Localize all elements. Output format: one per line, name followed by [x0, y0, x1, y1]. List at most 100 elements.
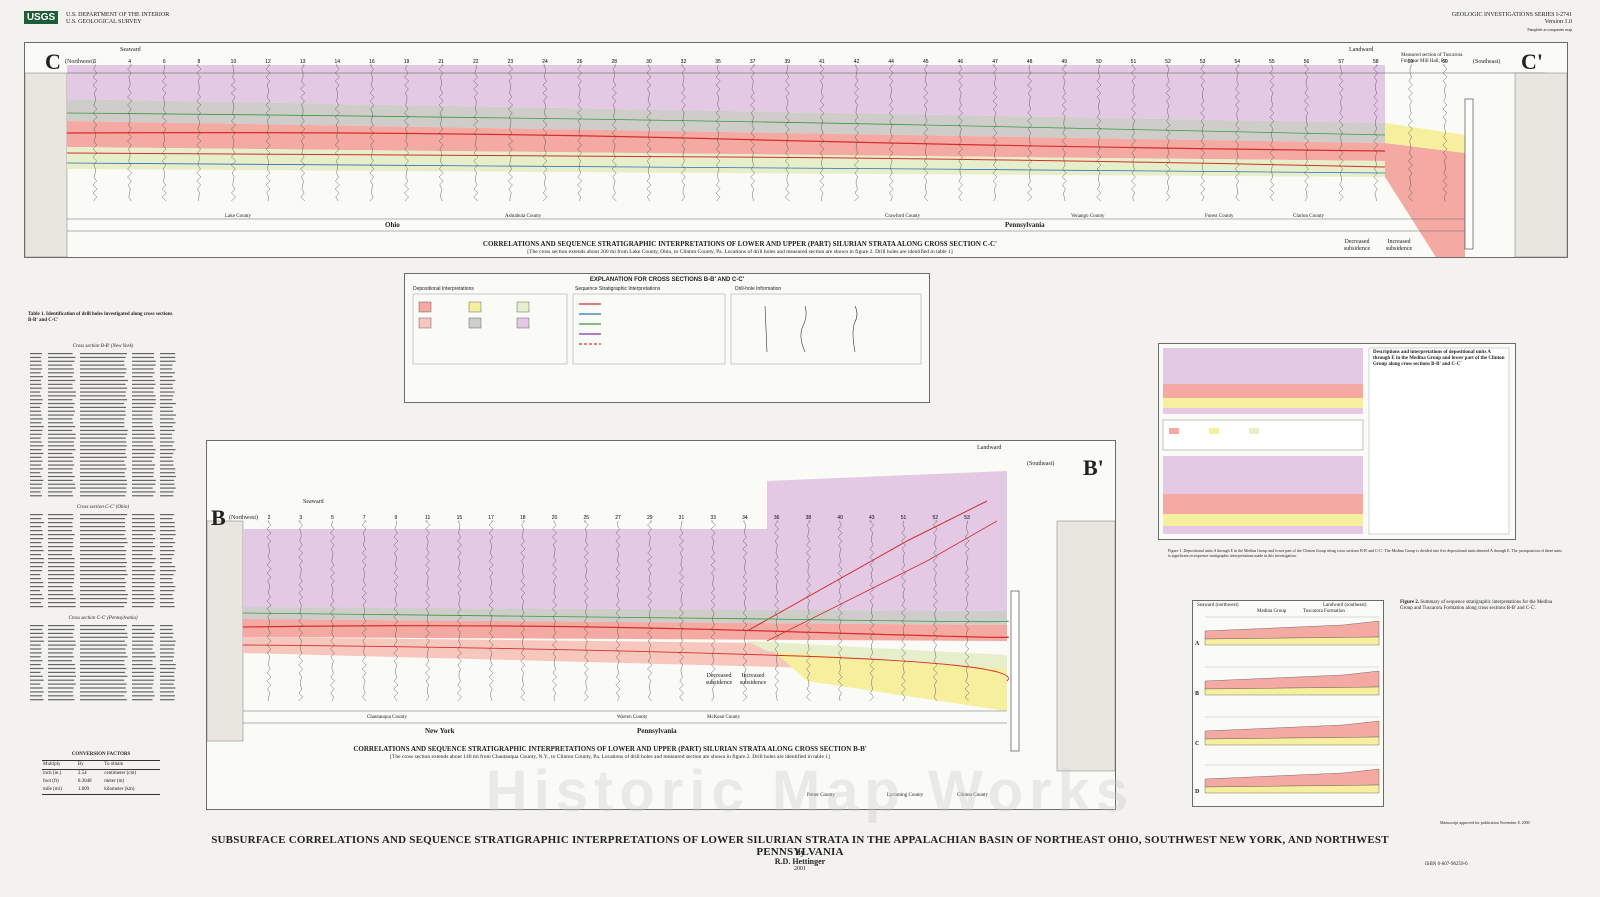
- county-mckean: McKean County: [707, 715, 740, 721]
- well-number: 58: [1373, 59, 1379, 65]
- figure-2-caption-text: Summary of sequence stratigraphic interp…: [1400, 600, 1552, 611]
- landward-label: Landward: [1349, 47, 1373, 54]
- agency-name: U.S. DEPARTMENT OF THE INTERIOR U.S. GEO…: [66, 12, 169, 26]
- well-number: 33: [710, 515, 716, 521]
- increased-subsidence-b: Increased subsidence: [737, 673, 769, 687]
- conversion-cell: inch (in.): [42, 770, 77, 779]
- well-number: 5: [331, 515, 334, 521]
- strat-column: [25, 73, 67, 257]
- series-line-2: Version 1.0: [1440, 19, 1572, 26]
- seaward-label-b: Seaward: [303, 499, 324, 506]
- section-c-label-right: C': [1521, 49, 1543, 75]
- well-number: 3: [299, 515, 302, 521]
- table-1-rows-ny: [28, 350, 178, 500]
- conversion-cell: kilometer (km): [103, 786, 160, 795]
- caption-b-title: CORRELATIONS AND SEQUENCE STRATIGRAPHIC …: [240, 745, 980, 753]
- state-pennsylvania: Pennsylvania: [1005, 221, 1045, 229]
- agency-line-2: U.S. GEOLOGICAL SURVEY: [66, 19, 169, 26]
- well-number: 42: [854, 59, 860, 65]
- well-number: 46: [958, 59, 964, 65]
- well-number: 57: [1338, 59, 1344, 65]
- well-number: 51: [901, 515, 907, 521]
- well-number: 31: [679, 515, 685, 521]
- figure-2-panel-c: C: [1195, 741, 1199, 748]
- well-number: 20: [552, 515, 558, 521]
- decreased-subsidence-b: Decreased subsidence: [703, 673, 735, 687]
- well-number: 24: [542, 59, 548, 65]
- section-b-label-left: B: [211, 505, 226, 531]
- well-number: 48: [1027, 59, 1033, 65]
- conversion-header: Multiply: [42, 761, 77, 770]
- isbn: ISBN 0-607-96259-6: [1425, 862, 1565, 868]
- table-1-title: Table 1. Identification of drill holes i…: [28, 312, 178, 324]
- well-number: 30: [646, 59, 652, 65]
- well-number: 12: [265, 59, 271, 65]
- well-number: 16: [369, 59, 375, 65]
- well-number: 28: [611, 59, 617, 65]
- caption-section-c: CORRELATIONS AND SEQUENCE STRATIGRAPHIC …: [300, 240, 1180, 256]
- well-number: 22: [473, 59, 479, 65]
- figure-2-caption: Figure 2. Summary of sequence stratigrap…: [1400, 600, 1564, 612]
- well-number: 32: [681, 59, 687, 65]
- conversion-cell: meter (m): [103, 778, 160, 786]
- conversion-header: By: [77, 761, 103, 770]
- series-line-3: Pamphlet accompanies map: [1440, 26, 1572, 33]
- author: R.D. Hettinger: [700, 857, 900, 866]
- manuscript-note: Manuscript approved for publication Nove…: [1440, 820, 1568, 825]
- table-1: Table 1. Identification of drill holes i…: [28, 312, 178, 732]
- well-number: 36: [774, 515, 780, 521]
- well-number: 19: [404, 59, 410, 65]
- series-line-1: GEOLOGIC INVESTIGATIONS SERIES I-2741: [1440, 12, 1572, 19]
- explanation-panel: EXPLANATION FOR CROSS SECTIONS B-B' AND …: [404, 273, 930, 403]
- strat-column-right: [1515, 73, 1567, 257]
- well-number: 40: [837, 515, 843, 521]
- figure-2-landward: Landward (southeast): [1323, 603, 1366, 609]
- well-number: 53: [964, 515, 970, 521]
- well-number: 55: [1269, 59, 1275, 65]
- figure-2-seaward: Seaward (northwest): [1197, 603, 1239, 609]
- well-number: 52: [932, 515, 938, 521]
- well-number: 37: [750, 59, 756, 65]
- seaward-label: Seaward: [120, 47, 141, 54]
- county-ashtabula: Ashtabula County: [505, 214, 541, 220]
- well-number: 8: [197, 59, 200, 65]
- direction-northwest-b: (Northwest): [229, 515, 258, 522]
- well-number: 56: [1304, 59, 1310, 65]
- county-warren: Warren County: [617, 715, 648, 721]
- measured-section-note: Measured section of Tuscarora Fm. near M…: [1401, 53, 1471, 65]
- state-pennsylvania-b: Pennsylvania: [637, 727, 677, 735]
- well-number: 9: [395, 515, 398, 521]
- well-number: 17: [488, 515, 494, 521]
- well-number: 13: [300, 59, 306, 65]
- measured-section-column: [1465, 99, 1473, 249]
- figure-1-graphic: [1159, 344, 1515, 539]
- cross-section-c-graphic: 1 4 6 8 10 12 13 14 16 19 21 22 23 24 26 28 30 32 35 37 39 41…: [25, 43, 1567, 257]
- well-number: 18: [520, 515, 526, 521]
- conversion-cell: foot (ft): [42, 778, 77, 786]
- county-forest: Forest County: [1205, 214, 1233, 220]
- well-number: 53: [1200, 59, 1206, 65]
- well-number: 54: [1235, 59, 1241, 65]
- county-crawford: Crawford County: [885, 214, 920, 220]
- well-number: 51: [1131, 59, 1137, 65]
- well-number: 6: [163, 59, 166, 65]
- well-number: 23: [508, 59, 514, 65]
- landward-label-b: Landward: [977, 445, 1001, 452]
- section-b-label-right: B': [1083, 455, 1104, 481]
- well-number: 10: [231, 59, 237, 65]
- well-number: 49: [1061, 59, 1067, 65]
- well-number: 50: [1096, 59, 1102, 65]
- decreased-subsidence: Decreased subsidence: [1337, 239, 1377, 253]
- direction-northwest: (Northwest): [65, 59, 94, 66]
- well-number: 47: [992, 59, 998, 65]
- well-number: 26: [577, 59, 583, 65]
- agency-line-1: U.S. DEPARTMENT OF THE INTERIOR: [66, 12, 169, 19]
- cross-section-c: 1 4 6 8 10 12 13 14 16 19 21 22 23 24 26 28 30 32 35 37 39 41…: [24, 42, 1568, 258]
- conversion-table: Multiply By To obtain inch (in.) 2.54 ce…: [42, 760, 160, 795]
- conversion-cell: 1.609: [77, 786, 103, 795]
- figure-2-panel-b: B: [1195, 691, 1199, 698]
- county-clarion: Clarion County: [1293, 214, 1324, 220]
- publication-year: 2001: [700, 866, 900, 872]
- by-label: By: [700, 848, 900, 857]
- well-number: 43: [869, 515, 875, 521]
